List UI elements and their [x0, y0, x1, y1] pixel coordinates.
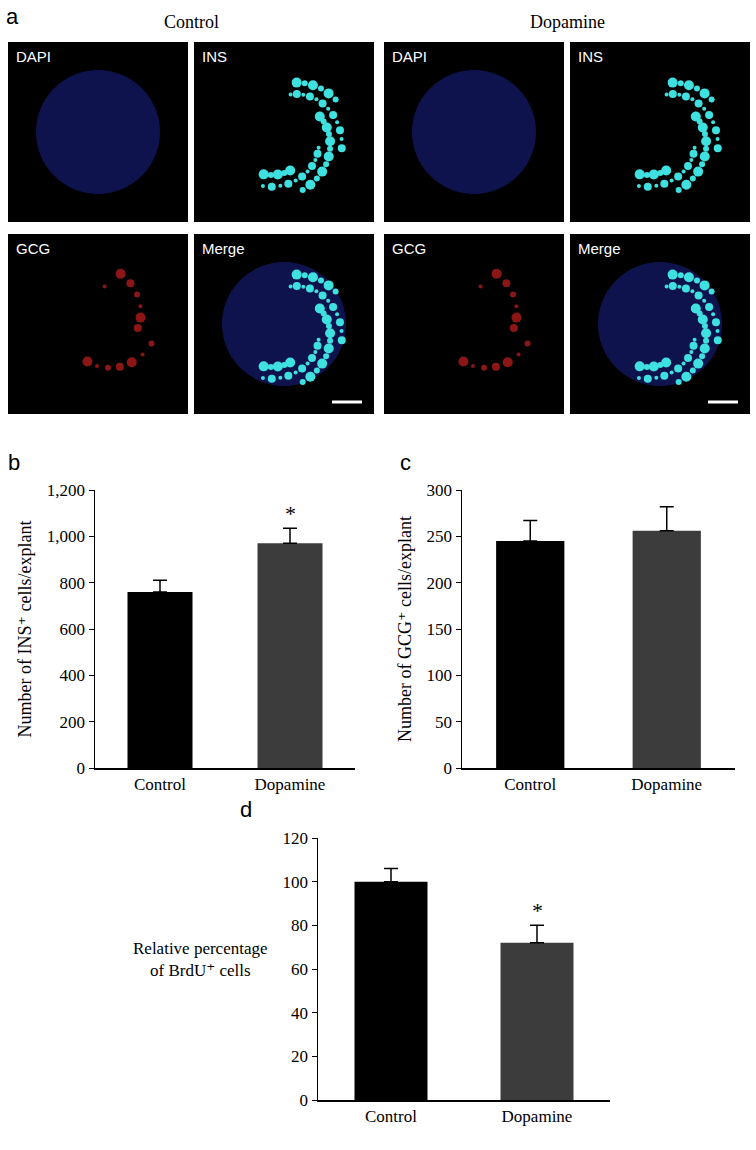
svg-text:Control: Control — [164, 12, 219, 32]
svg-text:1,200: 1,200 — [47, 481, 85, 500]
svg-text:Control: Control — [504, 775, 556, 794]
svg-text:Dopamine: Dopamine — [255, 775, 326, 794]
svg-text:Control: Control — [134, 775, 186, 794]
svg-text:200: 200 — [427, 574, 453, 593]
svg-text:1,000: 1,000 — [47, 527, 85, 546]
svg-text:b: b — [8, 450, 20, 475]
svg-text:60: 60 — [291, 960, 308, 979]
svg-text:0: 0 — [300, 1091, 309, 1110]
svg-text:a: a — [6, 4, 19, 29]
svg-text:GCG: GCG — [392, 240, 426, 257]
svg-text:Number of GCG⁺ cells/explant: Number of GCG⁺ cells/explant — [395, 516, 415, 742]
svg-text:*: * — [532, 898, 543, 923]
svg-text:600: 600 — [60, 620, 86, 639]
svg-text:Dopamine: Dopamine — [502, 1107, 573, 1126]
svg-text:100: 100 — [427, 666, 453, 685]
svg-text:Number of INS⁺ cells/explant: Number of INS⁺ cells/explant — [15, 521, 35, 738]
svg-text:Dopamine: Dopamine — [631, 775, 702, 794]
svg-text:Merge: Merge — [202, 240, 245, 257]
svg-text:250: 250 — [427, 527, 453, 546]
svg-text:INS: INS — [202, 48, 227, 65]
svg-text:150: 150 — [427, 620, 453, 639]
svg-text:40: 40 — [291, 1004, 308, 1023]
svg-text:DAPI: DAPI — [16, 48, 51, 65]
svg-text:INS: INS — [578, 48, 603, 65]
svg-text:50: 50 — [435, 713, 452, 732]
svg-text:0: 0 — [444, 759, 453, 778]
svg-text:100: 100 — [283, 873, 309, 892]
svg-text:c: c — [400, 450, 411, 475]
svg-text:*: * — [285, 501, 296, 526]
svg-text:120: 120 — [283, 829, 309, 848]
svg-text:d: d — [240, 797, 252, 822]
svg-text:Control: Control — [365, 1107, 417, 1126]
svg-text:400: 400 — [60, 666, 86, 685]
svg-text:Merge: Merge — [578, 240, 621, 257]
svg-text:80: 80 — [291, 916, 308, 935]
svg-text:0: 0 — [77, 759, 86, 778]
svg-text:20: 20 — [291, 1047, 308, 1066]
svg-text:GCG: GCG — [16, 240, 50, 257]
svg-text:DAPI: DAPI — [392, 48, 427, 65]
svg-text:Relative percentageof BrdU⁺ ce: Relative percentageof BrdU⁺ cells — [133, 939, 268, 980]
svg-text:300: 300 — [427, 481, 453, 500]
svg-text:Dopamine: Dopamine — [530, 12, 605, 32]
svg-text:800: 800 — [60, 574, 86, 593]
svg-text:200: 200 — [60, 713, 86, 732]
